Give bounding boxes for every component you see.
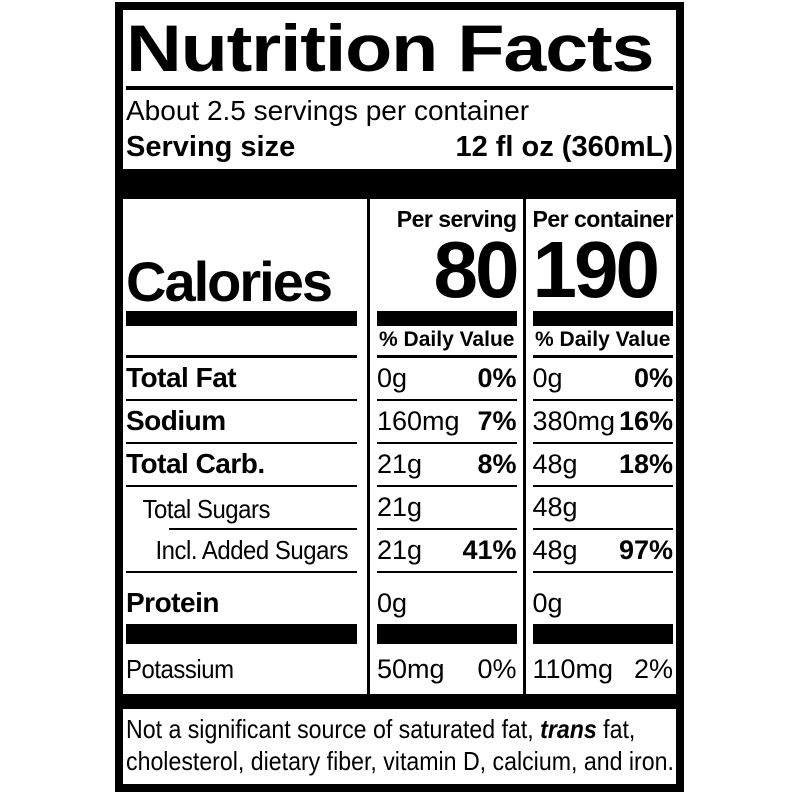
servings-per-container: About 2.5 servings per container xyxy=(126,95,530,126)
serving-total-fat: 0g 0% xyxy=(376,358,517,401)
nutrient-name-potassium: Potassium xyxy=(126,654,234,684)
per-serving-calories-value: 80 xyxy=(433,225,520,314)
serving-sodium: 160mg 7% xyxy=(376,401,517,444)
per-serving-header: Per serving xyxy=(396,206,517,232)
footnote-line-2: cholesterol, dietary fiber, vitamin D, c… xyxy=(126,746,674,776)
calories-underbar xyxy=(532,311,673,326)
per-serving-calories-cell: Per serving 80 xyxy=(377,199,520,314)
dv-header-spacer xyxy=(126,326,357,358)
footnote: Not a significant source of saturated fa… xyxy=(126,709,674,777)
column-per-container: Per container 190 % Daily Value 0g 0% 380… xyxy=(526,199,674,694)
nutrient-name-added-sugars: Incl. Added Sugars xyxy=(126,530,357,573)
container-total-carb: 48g 18% xyxy=(532,444,673,487)
thick-separator-bar-bottom xyxy=(123,694,676,709)
nutrition-facts-panel: Nutrition Facts About 2.5 servings per c… xyxy=(115,2,684,792)
per-container-calories-cell: Per container 190 xyxy=(533,199,674,311)
dv-header-serving: % Daily Value xyxy=(376,326,517,358)
container-protein: 0g xyxy=(532,588,563,618)
column-divider-1 xyxy=(367,199,370,694)
calories-cell: Calories xyxy=(126,199,357,311)
nutrient-name-protein: Protein xyxy=(126,587,219,618)
container-added-sugars: 48g 97% xyxy=(532,530,673,573)
trans-fat-emphasis: trans xyxy=(540,714,597,744)
serving-protein: 0g xyxy=(376,588,408,618)
panel-title: Nutrition Facts xyxy=(126,10,673,90)
container-total-sugars: 48g xyxy=(532,487,673,530)
footnote-line-1: Not a significant source of saturated fa… xyxy=(126,714,636,744)
panel-title-text: Nutrition Facts xyxy=(126,11,654,85)
calories-label: Calories xyxy=(126,250,333,313)
per-container-header: Per container xyxy=(532,206,674,232)
nutrition-table: Calories Total Fat Sodium Total Carb. To… xyxy=(126,199,673,694)
column-nutrient-names: Calories Total Fat Sodium Total Carb. To… xyxy=(126,199,367,694)
serving-added-sugars: 21g 41% xyxy=(376,530,517,573)
thick-bar-right xyxy=(532,624,673,644)
container-total-fat: 0g 0% xyxy=(532,358,673,401)
serving-size-row: Serving size 12 fl oz (360mL) xyxy=(126,129,673,165)
calories-underbar xyxy=(126,311,357,326)
nutrient-name-sodium: Sodium xyxy=(126,401,357,444)
serving-size-label: Serving size xyxy=(126,131,296,163)
per-container-calories-value: 190 xyxy=(532,225,660,314)
serving-size-value: 12 fl oz (360mL) xyxy=(455,131,673,163)
nutrient-name-total-sugars: Total Sugars xyxy=(126,487,357,530)
column-per-serving: Per serving 80 % Daily Value 0g 0% 160mg 7… xyxy=(370,199,523,694)
thick-bar-mid xyxy=(376,624,517,644)
thick-separator-bar-top xyxy=(123,169,676,199)
container-sodium: 380mg 16% xyxy=(532,401,673,444)
container-potassium: 110mg 2% xyxy=(532,654,674,684)
indented-rule xyxy=(169,528,357,530)
serving-total-carb: 21g 8% xyxy=(376,444,517,487)
serving-potassium: 50mg 0% xyxy=(376,654,517,684)
nutrient-name-total-fat: Total Fat xyxy=(126,358,357,401)
dv-header-container: % Daily Value xyxy=(532,326,673,358)
serving-total-sugars: 21g xyxy=(376,487,517,530)
thick-bar-left xyxy=(126,624,357,644)
calories-underbar xyxy=(376,311,517,326)
column-divider-2 xyxy=(522,199,526,694)
nutrient-name-total-carb: Total Carb. xyxy=(126,444,357,487)
